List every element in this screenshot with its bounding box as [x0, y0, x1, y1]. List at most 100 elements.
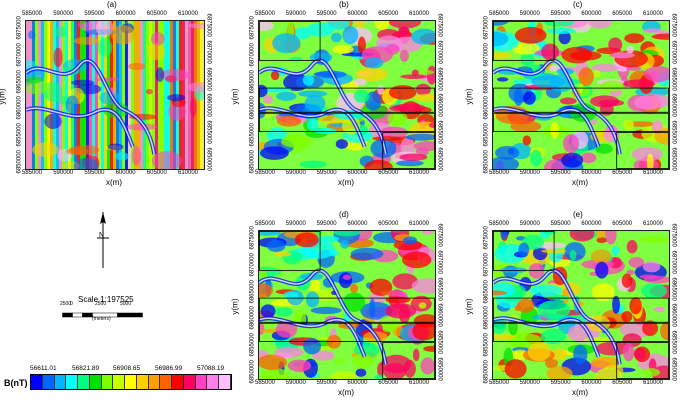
colorbar-value: 56821.89	[72, 365, 100, 372]
y-tick-label: 6875000	[483, 16, 490, 40]
y-tick-label: 6865000	[249, 69, 256, 94]
y-tick-label: 6855000	[249, 123, 256, 147]
colorbar-swatch	[207, 375, 220, 389]
y-tick-label: 6855000	[670, 330, 677, 355]
y-tick-label: 6860000	[483, 96, 490, 120]
x-tick-label: 590000	[519, 380, 540, 386]
colorbar-swatch	[31, 375, 43, 389]
x-tick-label: 605000	[378, 170, 399, 176]
y-tick-label: 6860000	[483, 306, 490, 330]
x-tick-label: 595000	[550, 221, 571, 227]
colorbar-swatch	[172, 375, 184, 389]
y-tick-label: 6860000	[436, 93, 443, 118]
scale-bar	[62, 306, 152, 324]
magnetic-map	[492, 20, 670, 170]
y-axis-label: y(m)	[0, 88, 7, 105]
x-axis-label: x(m)	[338, 178, 354, 187]
panel-title: (e)	[573, 210, 583, 219]
y-tick-label: 6860000	[205, 93, 212, 118]
y-tick-label: 6865000	[483, 279, 490, 304]
x-tick-label: 610000	[643, 380, 664, 386]
x-tick-label: 595000	[316, 170, 337, 176]
x-axis-label: x(m)	[338, 388, 354, 397]
x-tick-label: 600000	[581, 11, 602, 17]
y-tick-label: 6865000	[249, 279, 256, 304]
x-tick-label: 585000	[255, 11, 276, 17]
x-tick-label: 610000	[409, 170, 430, 176]
colorbar-swatch	[195, 375, 208, 389]
y-tick-label: 6855000	[205, 120, 212, 145]
y-tick-label: 6850000	[436, 147, 443, 171]
x-tick-label: 590000	[519, 170, 540, 176]
y-tick-label: 6850000	[16, 150, 23, 174]
x-tick-label: 600000	[347, 221, 368, 227]
y-tick-label: 6875000	[436, 223, 443, 247]
y-tick-label: 6870000	[670, 250, 677, 274]
x-axis-label: x(m)	[572, 388, 588, 397]
y-tick-label: 6865000	[483, 69, 490, 94]
panel-title: (a)	[107, 0, 117, 9]
y-tick-label: 6850000	[483, 150, 490, 174]
x-tick-label: 605000	[378, 380, 399, 386]
y-tick-label: 6870000	[436, 40, 443, 64]
y-tick-label: 6860000	[436, 303, 443, 328]
colorbar-label: B(nT)	[4, 378, 28, 388]
colorbar-swatch	[160, 375, 173, 389]
y-tick-label: 6860000	[670, 93, 677, 118]
colorbar-swatch	[219, 375, 232, 389]
colorbar-value: 56611.01	[30, 365, 57, 372]
x-tick-label: 605000	[146, 170, 167, 176]
y-tick-label: 6855000	[670, 120, 677, 145]
magnetic-map	[258, 230, 436, 380]
y-tick-label: 6855000	[483, 123, 490, 147]
north-arrow: N	[93, 210, 113, 270]
colorbar-swatch	[148, 375, 161, 389]
y-tick-label: 6870000	[16, 42, 23, 67]
colorbar-value: 56908.65	[113, 365, 141, 372]
y-tick-label: 6850000	[483, 360, 490, 384]
y-axis-label: y(m)	[230, 88, 240, 105]
x-tick-label: 600000	[581, 170, 602, 176]
y-tick-label: 6870000	[483, 42, 490, 67]
x-tick-label: 605000	[612, 170, 633, 176]
x-tick-label: 610000	[409, 380, 430, 386]
y-tick-label: 6875000	[670, 223, 677, 247]
y-tick-label: 6855000	[436, 120, 443, 145]
y-tick-label: 6875000	[483, 226, 490, 250]
colorbar-swatch	[183, 375, 196, 389]
x-tick-label: 605000	[146, 11, 167, 17]
y-axis-label: y(m)	[464, 88, 474, 105]
scale-tick-label: 2500	[60, 301, 72, 307]
x-tick-label: 595000	[84, 11, 105, 17]
north-label: N	[99, 232, 105, 239]
x-tick-label: 590000	[519, 11, 540, 17]
x-tick-label: 600000	[347, 11, 368, 17]
magnetic-map	[25, 20, 205, 170]
x-tick-label: 590000	[285, 170, 306, 176]
x-tick-label: 585000	[489, 170, 510, 176]
y-tick-label: 6855000	[436, 330, 443, 355]
x-tick-label: 585000	[255, 221, 276, 227]
y-tick-label: 6865000	[436, 277, 443, 301]
colorbar-swatch	[54, 375, 67, 389]
y-tick-label: 6865000	[670, 277, 677, 301]
x-tick-label: 610000	[643, 170, 664, 176]
y-tick-label: 6860000	[249, 96, 256, 120]
y-tick-label: 6870000	[483, 252, 490, 277]
y-tick-label: 6875000	[16, 16, 23, 40]
colorbar-swatch	[101, 375, 114, 389]
y-tick-label: 6870000	[205, 40, 212, 64]
y-tick-label: 6865000	[436, 67, 443, 91]
y-tick-label: 6860000	[16, 96, 23, 120]
x-tick-label: 610000	[178, 170, 199, 176]
y-tick-label: 6870000	[249, 42, 256, 67]
scale-tick-label: 5000	[120, 301, 132, 307]
y-tick-label: 6850000	[670, 357, 677, 381]
colorbar-swatch	[42, 375, 55, 389]
x-tick-label: 595000	[316, 11, 337, 17]
x-tick-label: 600000	[581, 380, 602, 386]
y-tick-label: 6870000	[436, 250, 443, 274]
x-tick-label: 585000	[22, 11, 43, 17]
x-tick-label: 595000	[316, 380, 337, 386]
y-tick-label: 6855000	[249, 333, 256, 357]
